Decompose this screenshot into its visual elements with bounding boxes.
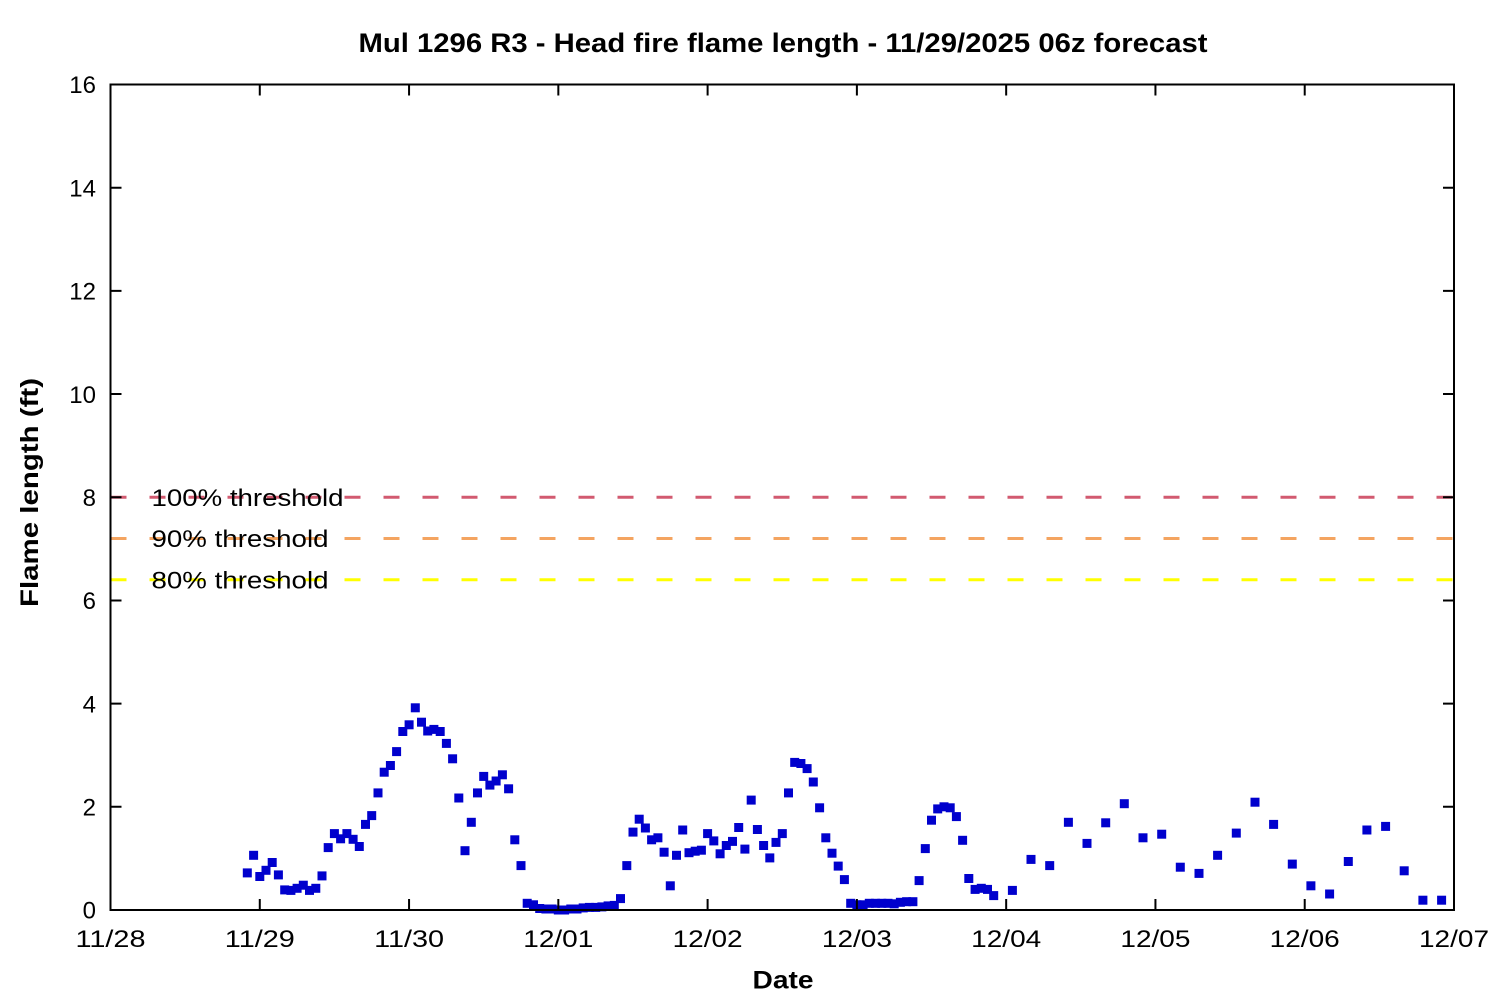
svg-text:11/30: 11/30 (374, 926, 444, 953)
svg-text:11/29: 11/29 (225, 926, 295, 953)
svg-text:12/04: 12/04 (971, 926, 1041, 953)
svg-text:0: 0 (83, 898, 96, 925)
svg-text:12/07: 12/07 (1419, 926, 1489, 953)
svg-text:6: 6 (83, 588, 96, 615)
svg-text:12/03: 12/03 (822, 926, 892, 953)
svg-text:100% threshold: 100% threshold (152, 485, 344, 512)
svg-text:90% threshold: 90% threshold (152, 526, 329, 553)
svg-text:80% threshold: 80% threshold (152, 568, 329, 595)
svg-text:12: 12 (69, 279, 96, 306)
svg-text:12/02: 12/02 (673, 926, 743, 953)
svg-text:Flame length (ft): Flame length (ft) (16, 378, 44, 607)
svg-text:2: 2 (83, 795, 96, 822)
svg-text:11/28: 11/28 (76, 926, 146, 953)
svg-text:Mul 1296 R3 - Head fire flame: Mul 1296 R3 - Head fire flame length - 1… (359, 28, 1208, 58)
svg-text:12/05: 12/05 (1120, 926, 1190, 953)
svg-text:10: 10 (69, 382, 96, 409)
svg-text:12/06: 12/06 (1270, 926, 1340, 953)
svg-text:16: 16 (69, 72, 96, 99)
svg-text:4: 4 (83, 691, 96, 718)
svg-text:Date: Date (753, 967, 814, 995)
svg-text:8: 8 (83, 485, 96, 512)
svg-text:12/01: 12/01 (523, 926, 593, 953)
svg-text:14: 14 (69, 175, 96, 202)
